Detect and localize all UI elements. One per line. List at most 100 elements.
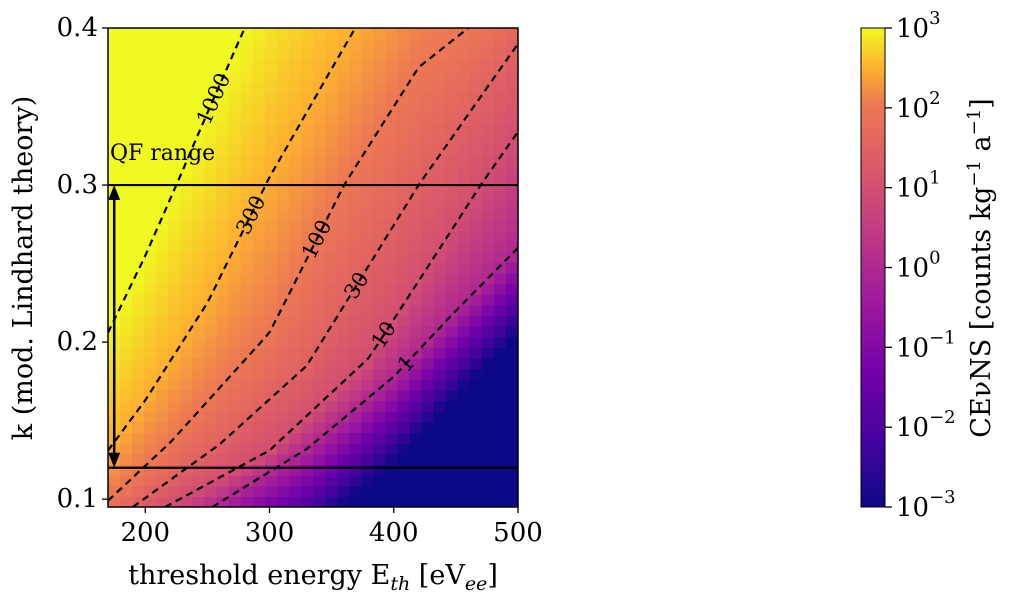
heatmap-cell: [349, 134, 362, 146]
heatmap-cell: [132, 443, 145, 455]
heatmap-cell: [252, 187, 266, 199]
heatmap-cell: [288, 283, 302, 295]
heatmap-cell: [361, 389, 374, 402]
heatmap-cell: [216, 155, 230, 167]
heatmap-cell: [397, 421, 411, 434]
heatmap-cell: [204, 155, 218, 167]
heatmap-cell: [361, 177, 374, 189]
heatmap-cell: [469, 475, 483, 487]
heatmap-cell: [180, 347, 194, 359]
heatmap-cell: [505, 28, 518, 40]
heatmap-cell: [421, 400, 435, 412]
heatmap-cell: [300, 113, 314, 125]
heatmap-cell: [397, 357, 411, 370]
heatmap-cell: [204, 304, 218, 316]
heatmap-cell: [144, 315, 157, 327]
heatmap-cell: [132, 198, 145, 210]
heatmap-cell: [144, 198, 157, 210]
heatmap-cell: [409, 155, 423, 167]
heatmap-cell: [481, 91, 495, 104]
heatmap-cell: [469, 155, 483, 167]
heatmap-cell: [216, 475, 230, 487]
heatmap-cell: [264, 251, 278, 263]
heatmap-cell: [421, 219, 435, 231]
heatmap-cell: [132, 283, 145, 295]
heatmap-cell: [445, 475, 459, 487]
heatmap-cell: [349, 294, 362, 306]
heatmap-cell: [469, 315, 483, 327]
heatmap-cell: [493, 49, 507, 61]
heatmap-cell: [421, 389, 435, 402]
heatmap-cell: [313, 91, 326, 104]
heatmap-cell: [421, 443, 435, 455]
heatmap-cell: [361, 145, 374, 157]
heatmap-cell: [361, 251, 374, 263]
heatmap-cell: [433, 347, 447, 359]
heatmap-cell: [156, 389, 169, 402]
heatmap-cell: [108, 166, 121, 178]
heatmap-cell: [204, 219, 218, 231]
heatmap-cell: [204, 198, 218, 210]
heatmap-cell: [216, 485, 230, 497]
heatmap-cell: [264, 421, 278, 434]
heatmap-cell: [120, 251, 133, 263]
heatmap-cell: [433, 475, 447, 487]
heatmap-cell: [493, 421, 507, 434]
heatmap-cell: [156, 219, 169, 231]
heatmap-cell: [204, 400, 218, 412]
heatmap-cell: [252, 411, 266, 423]
heatmap-cell: [132, 145, 145, 157]
heatmap-cell: [216, 357, 230, 370]
heatmap-cell: [216, 389, 230, 402]
heatmap-cell: [469, 28, 483, 40]
heatmap-cell: [216, 347, 230, 359]
heatmap-cell: [288, 304, 302, 316]
heatmap-cell: [144, 177, 157, 189]
heatmap-cell: [373, 357, 386, 370]
heatmap-cell: [288, 400, 302, 412]
heatmap-cell: [385, 272, 399, 285]
heatmap-cell: [349, 28, 362, 40]
heatmap-cell: [445, 283, 459, 295]
heatmap-cell: [409, 177, 423, 189]
heatmap-cell: [216, 240, 230, 253]
heatmap-cell: [264, 336, 278, 348]
heatmap-cell: [204, 443, 218, 455]
heatmap-cell: [457, 208, 471, 221]
heatmap-cell: [397, 134, 411, 146]
heatmap-cell: [120, 177, 133, 189]
heatmap-cell: [120, 81, 133, 93]
heatmap-cell: [168, 421, 181, 434]
heatmap-cell: [505, 187, 518, 199]
heatmap-cell: [325, 304, 338, 316]
heatmap-cell: [469, 240, 483, 253]
heatmap-cell: [144, 304, 157, 316]
heatmap-cell: [349, 230, 362, 242]
heatmap-cell: [156, 421, 169, 434]
heatmap-cell: [385, 134, 399, 146]
heatmap-cell: [180, 411, 194, 423]
heatmap-cell: [505, 453, 518, 466]
heatmap-cell: [204, 230, 218, 242]
heatmap-cell: [168, 155, 181, 167]
heatmap-cell: [349, 59, 362, 72]
heatmap-cell: [240, 102, 254, 114]
heatmap-cell: [397, 326, 411, 338]
heatmap-cell: [469, 411, 483, 423]
heatmap-cell: [313, 177, 326, 189]
heatmap-cell: [264, 389, 278, 402]
heatmap-cell: [493, 251, 507, 263]
heatmap-cell: [325, 326, 338, 338]
heatmap-cell: [156, 187, 169, 199]
heatmap-cell: [493, 304, 507, 316]
heatmap-cell: [156, 326, 169, 338]
heatmap-cell: [276, 219, 290, 231]
heatmap-cell: [156, 28, 169, 40]
heatmap-cell: [361, 81, 374, 93]
heatmap-cell: [120, 336, 133, 348]
heatmap-cell: [433, 411, 447, 423]
heatmap-cell: [325, 177, 338, 189]
heatmap-cell: [505, 379, 518, 391]
heatmap-cell: [325, 336, 338, 348]
heatmap-cell: [300, 411, 314, 423]
